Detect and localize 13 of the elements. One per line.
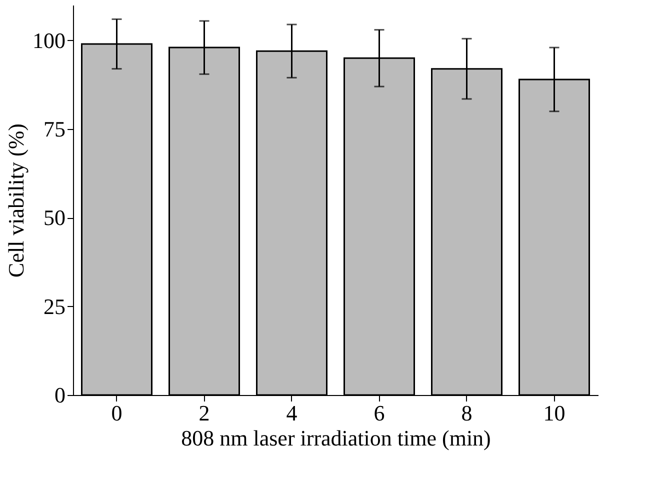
x-tick-label: 10 <box>543 400 566 426</box>
x-tick-label: 4 <box>286 400 298 426</box>
x-axis-title: 808 nm laser irradiation time (min) <box>181 426 491 450</box>
y-tick-label: 0 <box>54 382 66 408</box>
x-tick-label: 2 <box>198 400 210 426</box>
y-tick-label: 50 <box>44 205 66 230</box>
y-axis-title: Cell viability (%) <box>4 124 28 278</box>
x-tick-label: 6 <box>374 400 385 426</box>
y-tick-label: 100 <box>32 28 66 53</box>
x-tick-label: 0 <box>111 400 122 426</box>
y-tick-label: 25 <box>44 294 66 319</box>
y-tick-label: 75 <box>44 116 66 142</box>
x-tick-label: 8 <box>461 400 472 426</box>
